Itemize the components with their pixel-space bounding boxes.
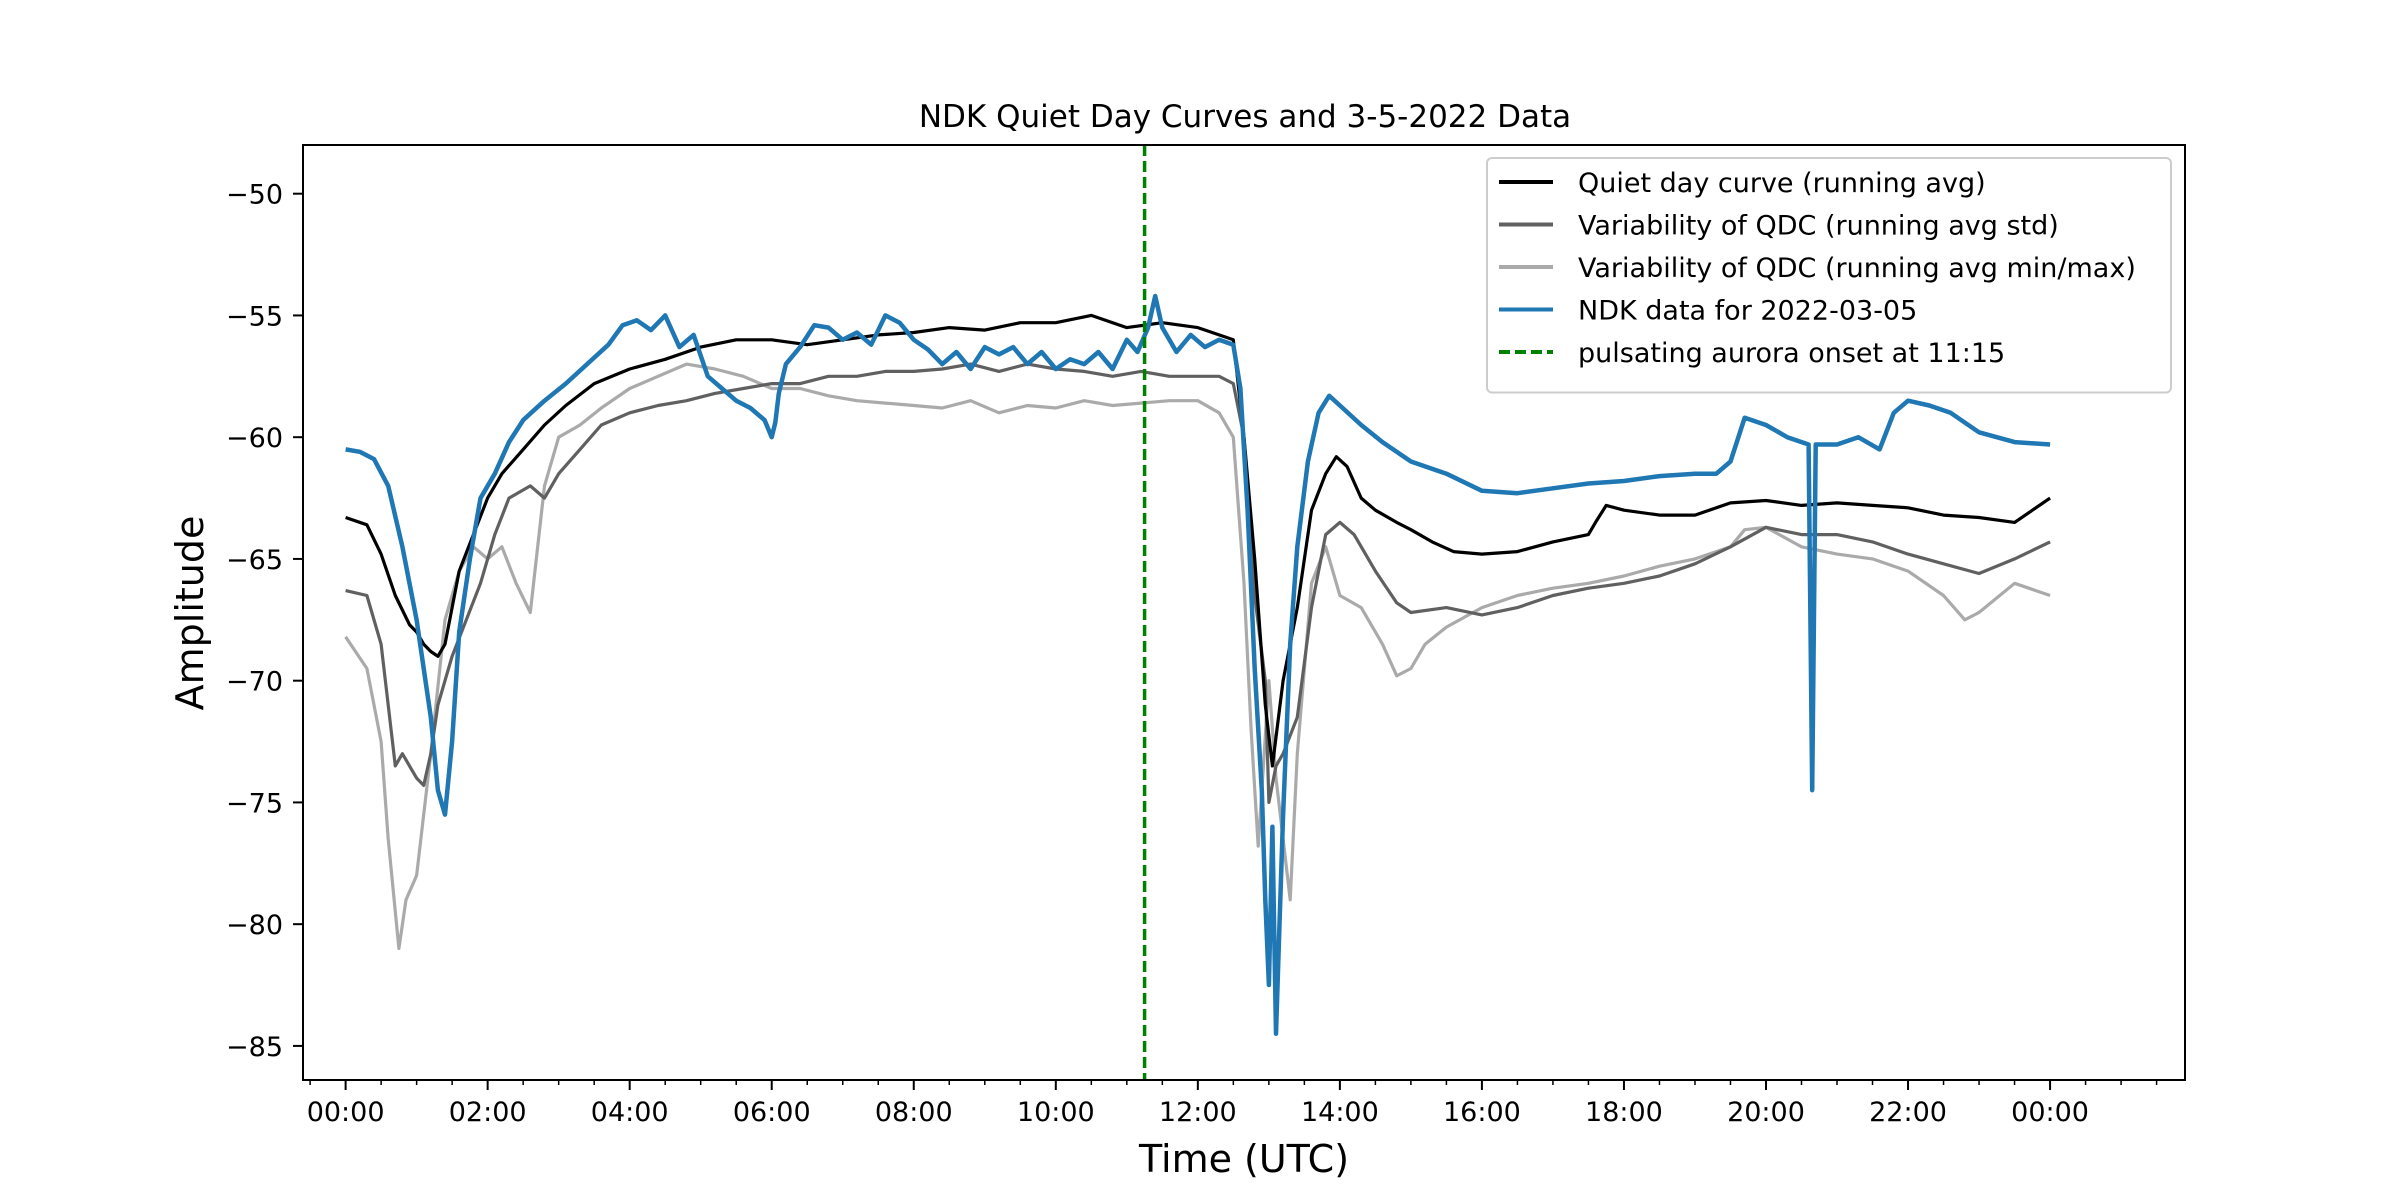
legend-label: Quiet day curve (running avg)	[1578, 168, 1986, 199]
x-tick-label: 20:00	[1727, 1097, 1805, 1128]
y-tick-label: −55	[226, 301, 283, 332]
y-tick-label: −75	[226, 788, 283, 819]
legend: Quiet day curve (running avg) Variability…	[1486, 157, 2172, 394]
x-tick-label: 08:00	[875, 1097, 953, 1128]
x-axis-label: Time (UTC)	[1138, 1137, 1349, 1181]
x-tick-label: 16:00	[1443, 1097, 1521, 1128]
legend-label: NDK data for 2022-03-05	[1578, 296, 1917, 327]
series-line-2	[345, 362, 2051, 805]
legend-box	[1486, 157, 2172, 394]
y-tick-label: −85	[226, 1032, 283, 1063]
y-tick-label: −60	[226, 423, 283, 454]
y-axis-label: Amplitude	[168, 516, 212, 711]
x-tick-label: 18:00	[1585, 1097, 1663, 1128]
plot-frame	[302, 144, 2186, 1081]
y-axis: −85 −80 −75 −70 −65 −60 −55 −50	[226, 180, 303, 1063]
y-tick-label: −50	[226, 180, 283, 211]
y-tick-label: −65	[226, 545, 283, 576]
legend-label: Variability of QDC (running avg std)	[1578, 211, 2059, 242]
y-tick-label: −80	[226, 910, 283, 941]
x-tick-label: 00:00	[2011, 1097, 2089, 1128]
x-tick-label: 00:00	[307, 1097, 385, 1128]
legend-label: Variability of QDC (running avg min/max)	[1578, 253, 2136, 284]
series-layer	[344, 293, 2052, 1036]
y-tick-label: −70	[226, 667, 283, 698]
x-tick-label: 06:00	[733, 1097, 811, 1128]
legend-label: pulsating aurora onset at 11:15	[1578, 338, 2005, 369]
x-tick-label: 22:00	[1869, 1097, 1947, 1128]
x-tick-label: 02:00	[449, 1097, 527, 1128]
x-tick-label: 10:00	[1017, 1097, 1095, 1128]
chart-title: NDK Quiet Day Curves and 3-5-2022 Data	[919, 99, 1571, 135]
x-tick-label: 14:00	[1301, 1097, 1379, 1128]
series-line-1	[344, 362, 2051, 951]
series-line-4	[345, 293, 2051, 1036]
x-axis: 00:00 02:00 04:00 06:00 08:00 10:00 12:00 14:00…	[307, 1080, 2158, 1128]
x-tick-label: 04:00	[591, 1097, 669, 1128]
x-tick-label: 12:00	[1159, 1097, 1237, 1128]
